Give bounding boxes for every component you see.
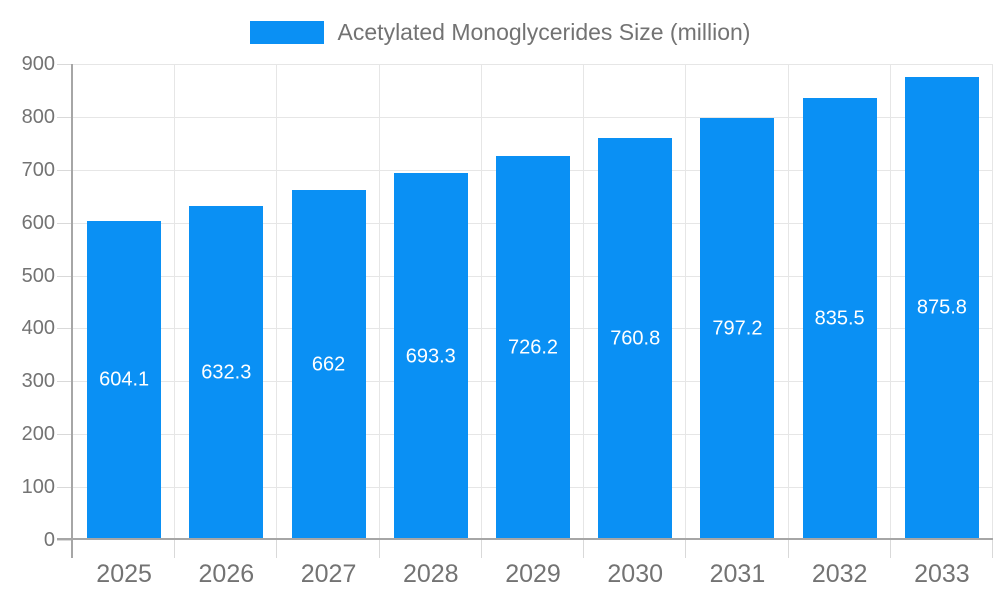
y-axis-tick-label: 200 <box>21 423 55 446</box>
x-axis-tick-label: 2025 <box>96 560 152 588</box>
y-tick-mark <box>57 381 73 383</box>
v-gridline <box>480 64 482 540</box>
y-tick-mark <box>57 540 73 541</box>
bar-value-label: 662 <box>311 353 346 376</box>
y-tick-mark <box>57 487 73 489</box>
v-gridline <box>174 64 176 540</box>
bar-value-label: 875.8 <box>916 296 967 319</box>
y-tick-mark <box>57 64 73 65</box>
bar-value-label: 693.3 <box>405 345 456 368</box>
v-gridline <box>378 64 380 540</box>
x-tick-mark <box>787 540 789 558</box>
h-gridline <box>73 116 993 118</box>
x-tick-mark <box>174 540 176 558</box>
x-tick-mark <box>276 540 278 558</box>
x-axis-tick-label: 2029 <box>505 560 561 588</box>
x-axis-tick-label: 2032 <box>811 560 868 588</box>
v-gridline <box>583 64 585 540</box>
bar-2027 <box>291 189 366 540</box>
y-axis-tick-label: 500 <box>21 264 55 287</box>
bar-2031 <box>700 118 775 540</box>
bar-2028 <box>393 173 468 540</box>
x-axis-tick-label: 2027 <box>300 560 357 588</box>
v-gridline <box>685 64 687 540</box>
y-axis-tick-label: 0 <box>43 529 55 551</box>
v-gridline <box>889 64 891 540</box>
x-axis-line <box>57 538 993 540</box>
x-tick-mark <box>889 540 891 558</box>
x-tick-mark <box>992 540 993 558</box>
x-tick-mark <box>480 540 482 558</box>
y-axis-tick-label: 800 <box>21 105 55 128</box>
y-axis-tick-label: 700 <box>21 158 55 181</box>
y-tick-mark <box>57 169 73 171</box>
y-tick-mark <box>57 434 73 436</box>
y-axis-tick-label: 400 <box>21 317 55 340</box>
legend-label: Acetylated Monoglycerides Size (million) <box>337 19 751 45</box>
x-tick-mark <box>685 540 687 558</box>
bar-value-label: 632.3 <box>201 361 252 384</box>
bar-2025 <box>87 220 162 540</box>
y-axis-line <box>71 64 73 558</box>
bar-2029 <box>496 155 570 540</box>
v-gridline <box>992 64 993 540</box>
bar-value-label: 726.2 <box>507 336 559 359</box>
h-gridline <box>73 64 993 65</box>
legend-swatch <box>249 20 324 44</box>
v-gridline <box>787 64 789 540</box>
x-tick-mark <box>378 540 380 558</box>
y-axis-tick-label: 100 <box>21 476 55 499</box>
x-tick-mark <box>583 540 585 558</box>
x-axis-tick-label: 2026 <box>198 560 255 588</box>
chart-legend[interactable]: Acetylated Monoglycerides Size (million) <box>0 19 1000 45</box>
y-tick-mark <box>57 328 73 330</box>
bar-2033 <box>904 76 979 540</box>
y-tick-mark <box>57 116 73 118</box>
bar-value-label: 835.5 <box>814 307 865 330</box>
x-axis-tick-label: 2031 <box>709 560 766 588</box>
bar-2032 <box>802 98 877 540</box>
x-axis-tick-label: 2030 <box>607 560 664 588</box>
y-axis-tick-label: 900 <box>21 53 55 75</box>
bar-2026 <box>189 205 264 540</box>
x-axis-tick-label: 2028 <box>402 560 459 588</box>
v-gridline <box>276 64 278 540</box>
bar-value-label: 604.1 <box>99 368 150 391</box>
bar-2030 <box>598 137 673 540</box>
x-axis-tick-label: 2033 <box>914 560 970 588</box>
bar-value-label: 797.2 <box>712 317 763 340</box>
plot-area: 0 100 200 300 400 500 600 700 800 900 604.1 2025 632… <box>22 54 993 588</box>
y-axis-tick-label: 300 <box>21 370 55 393</box>
y-axis-tick-label: 600 <box>21 211 55 234</box>
y-tick-mark <box>57 222 73 224</box>
bar-value-label: 760.8 <box>610 327 661 350</box>
y-tick-mark <box>57 275 73 277</box>
